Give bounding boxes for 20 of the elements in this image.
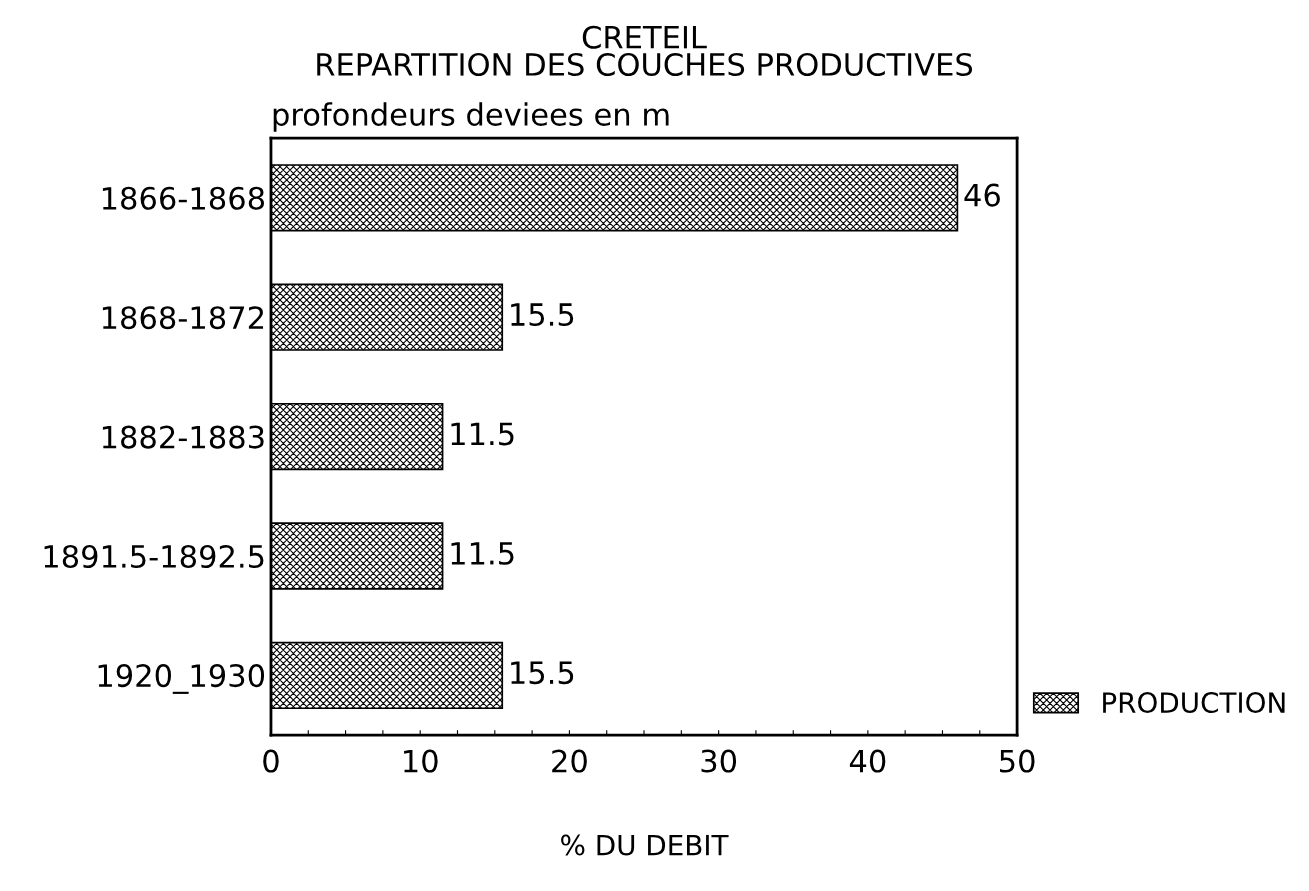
data-label: 11.5: [451, 422, 514, 446]
chart-title: CRETEIL REPARTITION DES COUCHES PRODUCTIVES: [317, 25, 973, 77]
data-label: 15.5: [511, 303, 574, 327]
x-tick-label: 50: [1000, 749, 1035, 773]
x-tick-label: 20: [552, 749, 587, 773]
y-tick-label: 1868-1872: [102, 306, 264, 330]
y-axis-title: profondeurs deviees en m: [273, 102, 669, 132]
x-tick-label: 40: [849, 749, 886, 773]
data-label: 11.5: [451, 542, 514, 565]
data-label: 15.5: [511, 661, 574, 685]
legend-label: PRODUCTION: [1103, 692, 1285, 714]
y-tick-label: 1866-1868: [102, 186, 265, 210]
y-tick-label: 1891.5-1892.5: [44, 544, 264, 569]
x-tick-label: 30: [701, 749, 737, 773]
data-label: 46: [964, 183, 1000, 207]
y-tick-label: 1920_1930: [98, 664, 265, 694]
x-tick-label: 10: [404, 749, 438, 773]
x-axis-title: % DU DEBIT: [561, 834, 729, 856]
x-tick-label: 0: [263, 749, 279, 773]
y-tick-label: 1882-1883: [102, 425, 264, 449]
